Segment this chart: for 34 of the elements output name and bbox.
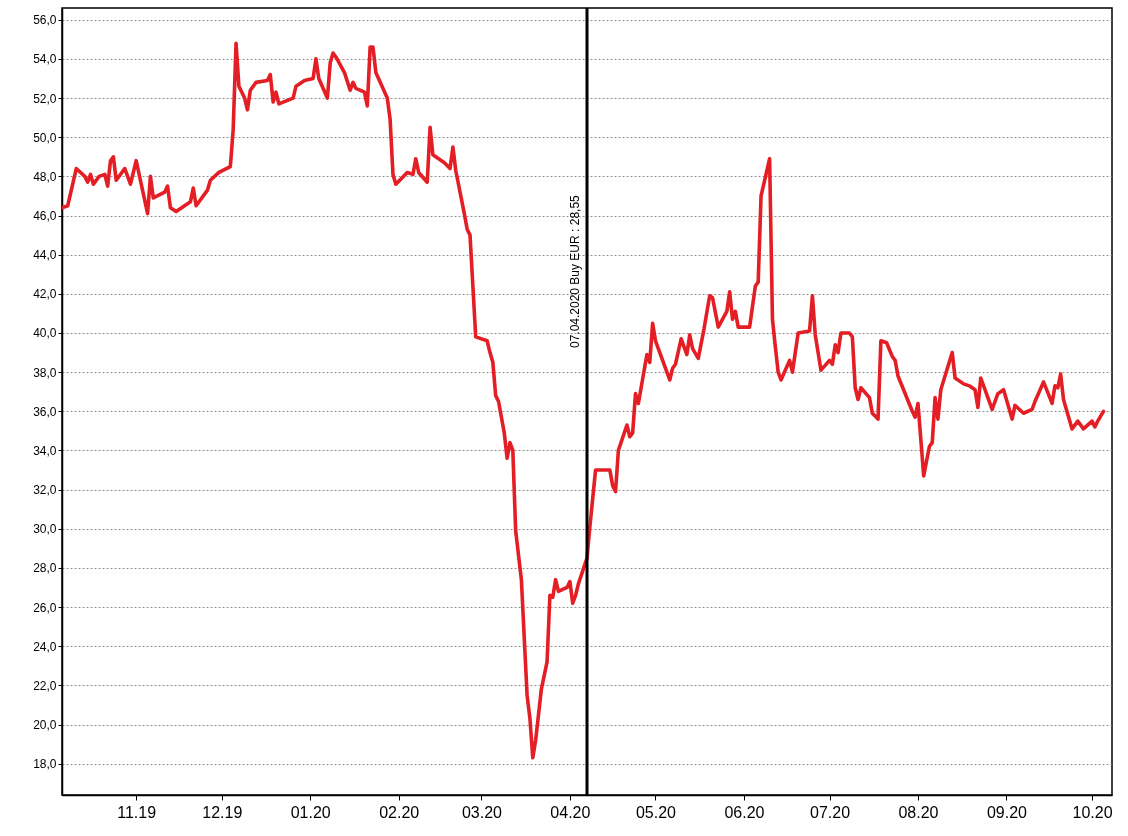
- x-tick-label: 12.19: [202, 803, 243, 821]
- y-tick-label: 54,0: [33, 52, 57, 67]
- y-tick-label: 28,0: [33, 561, 57, 576]
- x-tick-label: 09.20: [986, 803, 1028, 821]
- x-tick-label: 03.20: [461, 803, 503, 821]
- x-tick-label: 07.20: [810, 803, 851, 821]
- y-tick-label: 32,0: [33, 483, 57, 498]
- y-tick-label: 42,0: [33, 287, 57, 302]
- y-tick-label: 20,0: [33, 718, 57, 733]
- line-series: [62, 41, 1106, 760]
- x-tick-label: 04.20: [550, 803, 591, 821]
- y-tick-label: 38,0: [33, 365, 57, 380]
- y-tick-label: 56,0: [33, 13, 57, 28]
- y-tick-label: 36,0: [33, 404, 57, 419]
- y-tick-label: 24,0: [33, 639, 57, 654]
- x-tick-label: 10.20: [1072, 803, 1113, 821]
- x-tick-label: 05.20: [635, 803, 677, 821]
- y-tick-label: 22,0: [33, 678, 57, 693]
- x-tick-label: 02.20: [379, 803, 420, 821]
- x-tick-label: 06.20: [724, 803, 765, 821]
- y-tick-label: 40,0: [33, 326, 57, 341]
- x-tick-label: 11.19: [117, 803, 157, 821]
- y-tick-label: 48,0: [33, 169, 57, 184]
- y-tick-label: 30,0: [33, 522, 57, 537]
- y-tick-label: 18,0: [33, 757, 57, 772]
- y-tick-label: 44,0: [33, 248, 57, 263]
- x-tick-label: 01.20: [290, 803, 331, 821]
- y-tick-label: 46,0: [33, 209, 57, 224]
- y-tick-label: 34,0: [33, 443, 57, 458]
- x-tick-label: 08.20: [898, 803, 939, 821]
- y-tick-label: 52,0: [33, 91, 57, 106]
- y-tick-label: 50,0: [33, 130, 57, 145]
- y-tick-label: 26,0: [33, 600, 57, 615]
- ref-line-label: 07.04.2020 Buy EUR : 28,55: [568, 194, 582, 349]
